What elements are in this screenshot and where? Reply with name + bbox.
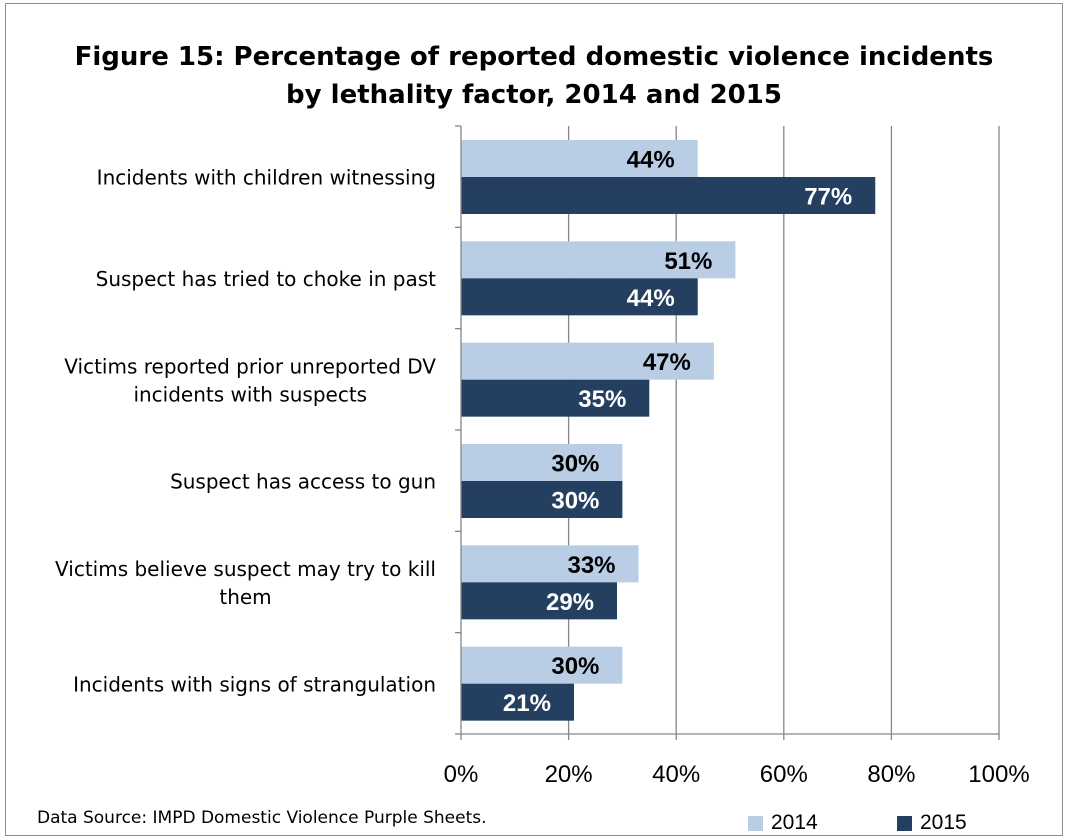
- bar-2014-3: [461, 342, 714, 380]
- legend-swatch-2014: [748, 815, 763, 831]
- legend-label-2015: 2015: [920, 811, 967, 834]
- chart-title: Figure 15: Percentage of reported domest…: [0, 38, 1068, 114]
- x-tick-label: 100%: [968, 761, 1029, 788]
- bar-2014-1: [461, 140, 698, 177]
- bar-2015-4: [461, 481, 623, 518]
- bar-2014-5: [461, 545, 639, 583]
- category-label: Victims reported prior unreported DV: [64, 354, 436, 378]
- legend-item-2014: 2014: [748, 811, 818, 835]
- category-label: Incidents with signs of strangulation: [73, 672, 436, 696]
- category-label: Victims believe suspect may try to kill: [55, 557, 436, 581]
- bar-2014-4: [461, 444, 623, 481]
- data-label-2015-2: 44%: [627, 285, 675, 312]
- data-source-note: Data Source: IMPD Domestic Violence Purp…: [37, 808, 487, 828]
- data-label-2014-4: 30%: [551, 451, 599, 478]
- legend-swatch-2015: [897, 815, 912, 831]
- category-label: Incidents with children witnessing: [97, 166, 436, 190]
- category-label: incidents with suspects: [133, 382, 367, 406]
- legend-item-2015: 2015: [897, 811, 967, 835]
- x-tick-label: 40%: [652, 761, 700, 788]
- legend-label-2014: 2014: [771, 811, 818, 834]
- data-label-2014-5: 33%: [567, 552, 615, 579]
- x-tick-label: 20%: [545, 761, 593, 788]
- bar-2015-2: [461, 278, 698, 316]
- category-label: Suspect has tried to choke in past: [96, 267, 437, 291]
- bar-2015-5: [461, 582, 618, 620]
- data-label-2014-1: 44%: [627, 147, 675, 174]
- chart-title-line-1: Figure 15: Percentage of reported domest…: [74, 42, 994, 72]
- data-label-2014-6: 30%: [551, 653, 599, 680]
- category-label: Suspect has access to gun: [170, 470, 436, 494]
- x-tick-label: 0%: [444, 761, 479, 788]
- bar-2015-3: [461, 379, 650, 417]
- data-label-2015-6: 21%: [503, 690, 551, 717]
- data-label-2015-3: 35%: [578, 386, 626, 413]
- bar-2014-2: [461, 241, 736, 279]
- bar-2015-1: [461, 177, 876, 214]
- x-tick-label: 80%: [867, 761, 915, 788]
- data-label-2015-4: 30%: [551, 488, 599, 515]
- data-label-2015-5: 29%: [546, 589, 594, 616]
- chart-title-line-2: by lethality factor, 2014 and 2015: [286, 80, 782, 110]
- bar-2014-6: [461, 646, 623, 684]
- x-tick-label: 60%: [760, 761, 808, 788]
- bar-2015-6: [461, 683, 574, 721]
- category-label: them: [219, 585, 271, 609]
- data-label-2014-3: 47%: [643, 349, 691, 376]
- data-label-2015-1: 77%: [804, 184, 852, 211]
- data-label-2014-2: 51%: [664, 248, 712, 275]
